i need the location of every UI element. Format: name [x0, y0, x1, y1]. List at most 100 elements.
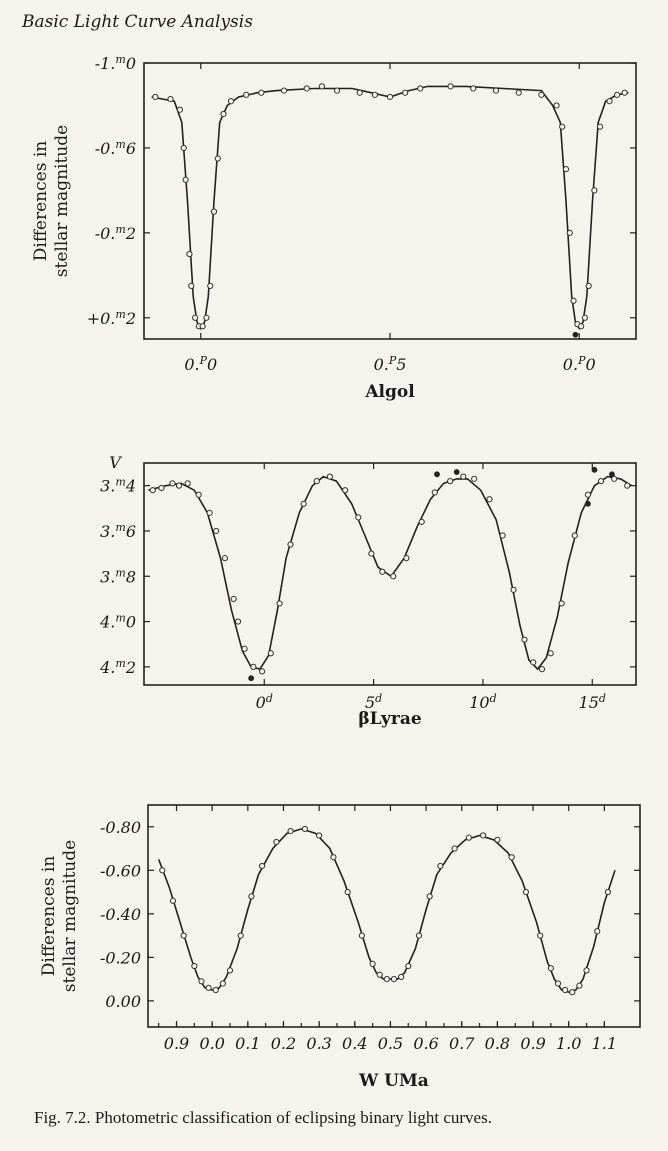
data-point — [571, 532, 578, 539]
data-point — [508, 854, 515, 861]
data-point — [613, 91, 621, 98]
data-point — [480, 832, 487, 839]
y-axis-title: Differences instellar magnitude — [31, 125, 72, 277]
data-point — [584, 491, 591, 498]
data-point — [175, 482, 183, 489]
data-point — [547, 965, 554, 972]
data-point — [604, 888, 612, 896]
data-point — [383, 976, 390, 983]
x-tick-label: 0.2 — [271, 1034, 296, 1053]
data-point — [276, 600, 283, 607]
data-point-filled — [591, 466, 598, 473]
data-point — [624, 482, 631, 489]
data-point — [510, 586, 517, 593]
x-tick-label: 1.0 — [556, 1034, 581, 1053]
x-tick-label: 0.P0 — [184, 354, 217, 374]
x-tick-label: 0.7 — [449, 1034, 475, 1053]
y-tick-label: +0.m2 — [87, 308, 136, 328]
data-point — [227, 98, 235, 105]
data-point — [415, 932, 423, 939]
data-point — [566, 229, 573, 236]
data-point — [237, 932, 244, 939]
data-point — [547, 650, 554, 657]
series-line — [151, 85, 629, 330]
x-tick-label: 0.4 — [342, 1034, 367, 1053]
data-point-filled — [572, 331, 579, 338]
data-point-filled — [584, 500, 591, 507]
data-point — [559, 123, 566, 130]
data-point — [342, 487, 349, 494]
plot-frame — [147, 804, 641, 1028]
data-point — [470, 85, 477, 92]
data-point — [318, 83, 325, 90]
data-point — [460, 473, 467, 480]
data-point — [301, 825, 308, 833]
data-point — [203, 314, 210, 321]
data-point-filled — [453, 469, 460, 475]
data-point — [152, 93, 159, 101]
x-tick-label: 5d — [365, 692, 382, 712]
data-point — [356, 89, 363, 96]
data-point — [206, 509, 213, 516]
data-point — [515, 89, 522, 96]
data-point — [398, 973, 405, 981]
x-tick-label: 0.P5 — [374, 354, 407, 374]
data-point — [186, 250, 193, 258]
data-point — [182, 176, 189, 183]
data-point — [581, 314, 589, 321]
data-point — [390, 573, 397, 580]
data-point — [369, 960, 376, 967]
data-point — [226, 967, 234, 974]
data-point — [198, 978, 205, 985]
data-point — [167, 95, 174, 103]
data-point — [379, 568, 386, 575]
data-point — [316, 832, 323, 839]
data-point — [195, 491, 202, 498]
data-point — [492, 87, 500, 94]
data-point — [447, 478, 454, 485]
data-point — [330, 854, 337, 861]
data-point — [214, 155, 221, 162]
data-point — [521, 636, 528, 643]
data-point — [169, 480, 176, 487]
data-point — [184, 480, 191, 487]
x-tick-label: 0.P0 — [563, 354, 596, 374]
data-point-filled — [248, 675, 255, 682]
data-point — [386, 93, 394, 101]
y-tick-label: 0.00 — [105, 992, 141, 1011]
data-point — [597, 478, 605, 485]
y-tick-label: 3.m6 — [100, 521, 136, 541]
data-point — [371, 91, 378, 98]
data-point — [499, 532, 506, 539]
x-tick-label: 0.9 — [164, 1034, 189, 1053]
data-point — [522, 888, 530, 896]
y-tick-label: -0.80 — [100, 818, 141, 837]
data-point — [417, 85, 424, 92]
y-axis-title: Differences instellar magnitude — [39, 840, 80, 992]
data-point — [358, 932, 366, 939]
data-point — [611, 475, 618, 482]
data-point — [355, 514, 362, 521]
data-point — [576, 982, 583, 989]
x-tick-label: 0.6 — [413, 1034, 438, 1053]
data-point — [530, 659, 537, 666]
data-point — [538, 91, 545, 98]
data-point — [207, 282, 214, 290]
data-point — [191, 314, 199, 321]
data-point — [220, 110, 227, 118]
data-point — [169, 897, 177, 904]
data-point — [405, 962, 412, 970]
data-point — [280, 87, 288, 94]
data-point — [230, 595, 237, 603]
data-point — [562, 986, 569, 994]
data-point — [344, 888, 351, 896]
y-tick-label: 4.m2 — [99, 657, 136, 677]
data-point — [149, 487, 156, 494]
x-tick-label: 0.1 — [235, 1034, 260, 1053]
data-point — [578, 323, 585, 330]
data-point — [158, 484, 165, 492]
data-point — [402, 89, 409, 96]
series-line — [148, 475, 633, 671]
data-point — [569, 989, 576, 996]
